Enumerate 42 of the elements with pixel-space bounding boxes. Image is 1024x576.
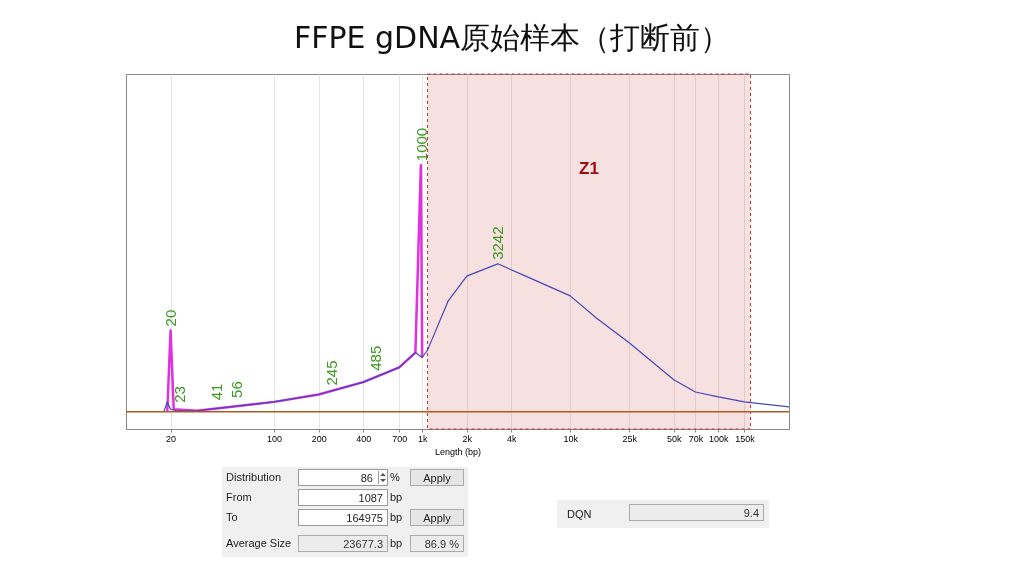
- text: Apply: [410, 509, 464, 526]
- chart-title: FFPE gDNA原始样本（打断前）: [292, 19, 732, 57]
- x-tick-label: 2k: [462, 433, 473, 444]
- x-tick-label: 400: [356, 433, 372, 444]
- x-tick-label: 100: [267, 433, 283, 444]
- x-tick-label: 70k: [688, 433, 704, 444]
- text: bp: [390, 490, 404, 505]
- x-tick-label: 4k: [507, 433, 518, 444]
- text: Distribution: [226, 470, 283, 485]
- x-tick-label: 100k: [709, 433, 730, 444]
- annotation: 20: [161, 309, 179, 327]
- annotation: 1000: [413, 127, 431, 162]
- text: From: [226, 490, 253, 505]
- text: bp: [390, 510, 404, 525]
- x-tick-label: 25k: [622, 433, 638, 444]
- annotation: 56: [227, 381, 245, 398]
- annotation: 485: [366, 345, 384, 371]
- x-tick-label: 700: [392, 433, 408, 444]
- x-tick-label: 1k: [417, 433, 428, 444]
- band-label: Z1: [579, 159, 599, 178]
- text: To: [226, 510, 239, 525]
- text: 9.4: [629, 504, 764, 521]
- text: DQN: [567, 507, 593, 522]
- text: 86: [298, 469, 388, 486]
- x-tick-label: 10k: [563, 433, 579, 444]
- annotation: 41: [207, 383, 225, 401]
- text: 1087: [298, 489, 388, 506]
- text: Apply: [410, 469, 464, 486]
- x-tick-label: 200: [311, 433, 327, 444]
- annotation: 23: [170, 386, 188, 403]
- text: %: [390, 470, 401, 485]
- text: bp: [390, 536, 404, 551]
- annotation: 3242: [488, 226, 506, 260]
- text: 23677.3: [298, 535, 388, 552]
- x-tick-label: 20: [166, 433, 177, 444]
- x-tick-label: 150k: [735, 433, 756, 444]
- text: Average Size: [226, 536, 293, 551]
- x-axis-title: Length (bp): [434, 446, 482, 457]
- text: 164975: [298, 509, 388, 526]
- x-tick-label: 50k: [667, 433, 683, 444]
- annotation: 245: [322, 360, 340, 386]
- text: 86.9 %: [410, 535, 464, 552]
